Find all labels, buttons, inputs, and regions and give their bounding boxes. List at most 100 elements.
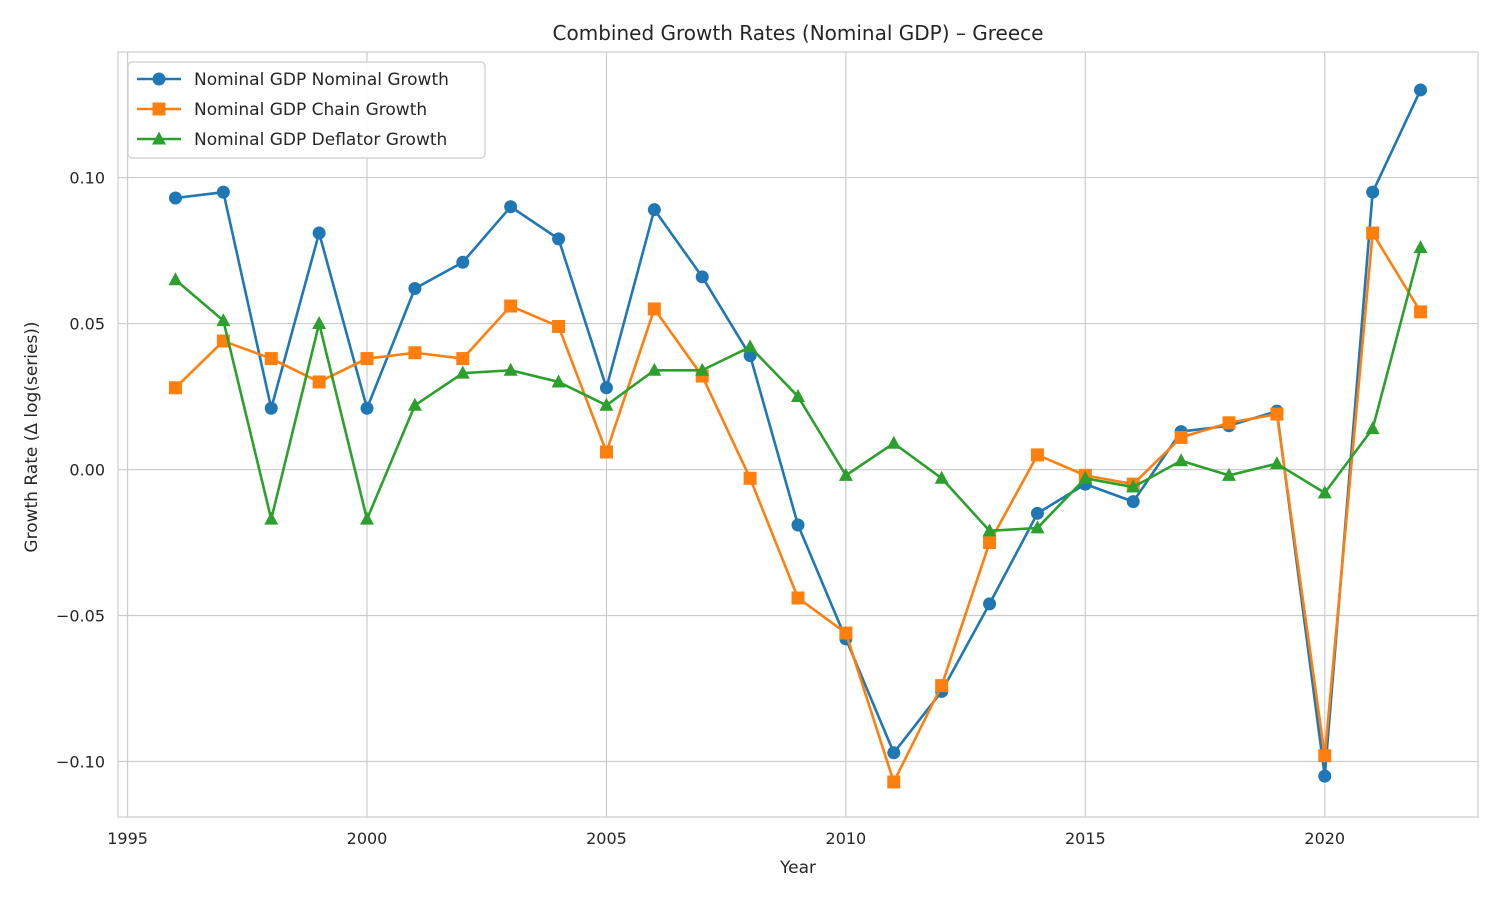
series-layer bbox=[168, 83, 1428, 789]
x-tick-label: 2000 bbox=[347, 829, 388, 848]
data-point bbox=[408, 346, 422, 360]
data-point bbox=[312, 226, 326, 240]
legend: Nominal GDP Nominal Growth Nominal GDP Ch… bbox=[127, 61, 486, 159]
legend-marker bbox=[152, 131, 166, 145]
data-point bbox=[407, 397, 422, 411]
legend-box bbox=[127, 61, 486, 159]
data-point bbox=[887, 775, 901, 789]
data-point bbox=[1126, 479, 1141, 493]
data-point bbox=[647, 302, 661, 316]
y-tick-label: 0.05 bbox=[69, 315, 105, 334]
data-point bbox=[312, 375, 326, 389]
data-point bbox=[360, 352, 374, 366]
series-circle bbox=[168, 83, 1428, 783]
legend-item: Nominal GDP Nominal Growth bbox=[137, 70, 449, 90]
series-line bbox=[174, 231, 1422, 784]
data-point bbox=[504, 299, 518, 313]
data-point bbox=[1174, 430, 1188, 444]
data-point bbox=[599, 445, 613, 459]
data-point bbox=[935, 679, 949, 693]
data-point bbox=[1078, 470, 1093, 484]
y-tick-label: −0.05 bbox=[56, 607, 105, 626]
x-tick-label: 2015 bbox=[1065, 829, 1106, 848]
plot-frame bbox=[117, 51, 1479, 818]
data-point bbox=[1221, 467, 1236, 481]
data-point bbox=[695, 270, 709, 284]
data-point bbox=[983, 536, 997, 550]
data-point bbox=[743, 349, 757, 363]
data-point bbox=[743, 339, 758, 353]
legend-marker bbox=[152, 102, 166, 116]
data-point bbox=[1318, 769, 1332, 783]
data-point bbox=[647, 362, 662, 376]
x-tick-label: 2005 bbox=[586, 829, 627, 848]
data-point bbox=[503, 362, 518, 376]
legend-marker bbox=[152, 72, 166, 86]
data-point bbox=[216, 313, 231, 327]
y-tick-label: 0.10 bbox=[69, 169, 105, 188]
data-point bbox=[552, 319, 566, 333]
data-point bbox=[695, 362, 710, 376]
data-point bbox=[982, 523, 997, 537]
data-point bbox=[312, 316, 327, 330]
x-tick-label: 1995 bbox=[107, 829, 148, 848]
data-point bbox=[168, 381, 182, 395]
data-point bbox=[886, 435, 901, 449]
data-point bbox=[1365, 421, 1380, 435]
x-tick-label: 2010 bbox=[826, 829, 867, 848]
y-tick-label: 0.00 bbox=[69, 461, 105, 480]
data-point bbox=[838, 467, 853, 481]
data-point bbox=[1413, 240, 1428, 254]
data-point bbox=[408, 282, 422, 296]
data-point bbox=[1030, 506, 1044, 520]
data-point bbox=[983, 597, 997, 611]
data-point bbox=[168, 272, 183, 286]
data-point bbox=[1317, 485, 1332, 499]
data-point bbox=[791, 389, 805, 403]
data-point bbox=[1270, 407, 1284, 421]
data-point bbox=[1366, 185, 1380, 199]
data-point bbox=[504, 200, 518, 214]
x-tick-label: 2020 bbox=[1304, 829, 1345, 848]
data-point bbox=[455, 365, 470, 379]
data-point bbox=[1366, 226, 1380, 240]
data-point bbox=[647, 203, 661, 217]
series-square bbox=[168, 226, 1428, 789]
data-point bbox=[456, 255, 470, 269]
data-point bbox=[1030, 520, 1045, 534]
data-point bbox=[264, 352, 278, 366]
data-point bbox=[264, 511, 279, 525]
data-point bbox=[216, 185, 230, 199]
chart-title: Combined Growth Rates (Nominal GDP) – Gr… bbox=[553, 21, 1044, 45]
grid bbox=[118, 52, 1478, 817]
data-point bbox=[791, 518, 805, 532]
data-point bbox=[551, 374, 566, 388]
data-point bbox=[1126, 495, 1140, 509]
data-point bbox=[599, 397, 614, 411]
data-point bbox=[1174, 453, 1189, 467]
y-axis-label: Growth Rate (Δ log(series)) bbox=[22, 321, 42, 552]
data-point bbox=[934, 470, 949, 484]
data-point bbox=[599, 381, 613, 395]
legend-item: Nominal GDP Chain Growth bbox=[137, 100, 427, 120]
x-axis-label: Year bbox=[779, 858, 816, 878]
legend-label: Nominal GDP Chain Growth bbox=[194, 100, 427, 120]
data-point bbox=[1414, 83, 1428, 97]
data-point bbox=[552, 232, 566, 246]
data-point bbox=[743, 471, 757, 485]
data-point bbox=[1222, 416, 1236, 430]
data-point bbox=[168, 191, 182, 205]
data-point bbox=[839, 626, 853, 640]
ticks: 1995 2000 2005 2010 2015 2020 −0.10 −0.05 0.00 0.… bbox=[56, 169, 1345, 848]
data-point bbox=[264, 401, 278, 415]
data-point bbox=[1269, 456, 1284, 470]
data-point bbox=[791, 591, 805, 605]
data-point bbox=[887, 746, 901, 760]
data-point bbox=[1030, 448, 1044, 462]
legend-label: Nominal GDP Nominal Growth bbox=[194, 70, 449, 90]
data-point bbox=[1414, 305, 1428, 319]
series-triangle bbox=[168, 240, 1428, 537]
legend-item: Nominal GDP Deflator Growth bbox=[137, 130, 447, 150]
data-point bbox=[456, 352, 470, 366]
